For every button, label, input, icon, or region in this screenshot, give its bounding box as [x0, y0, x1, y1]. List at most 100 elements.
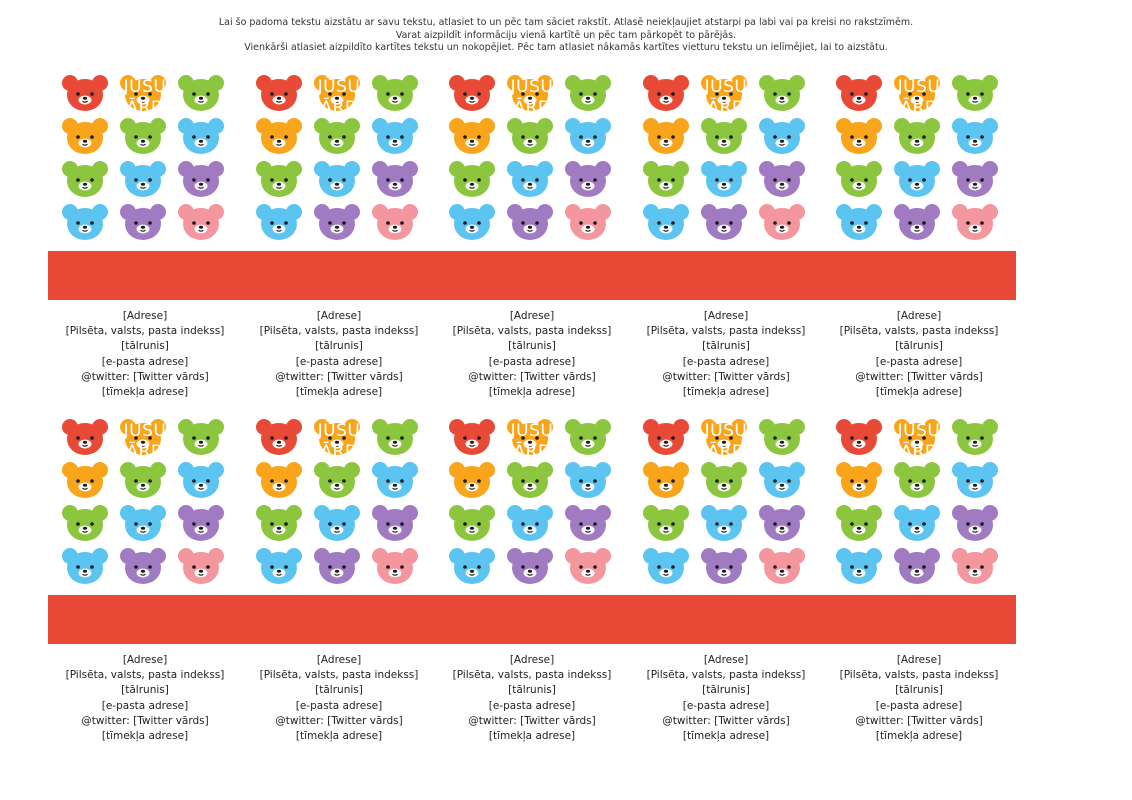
website-field: [tīmekļa adrese] [488, 386, 576, 399]
name-line-2: VĀRDS [114, 97, 176, 118]
twitter-field: [Twitter vārds] [327, 714, 403, 727]
name-title[interactable]: JŪSU VĀRDS [435, 417, 629, 466]
twitter-prefix: @twitter: [275, 370, 324, 383]
bear-face-icon [448, 417, 496, 457]
bear-face-icon [835, 73, 883, 113]
bear-face-icon [371, 417, 419, 457]
bear-face-icon [177, 73, 225, 113]
bear-face-icon [951, 202, 999, 242]
bear-face-icon [177, 116, 225, 156]
twitter-field: [Twitter vārds] [907, 370, 983, 383]
bear-face-icon [177, 159, 225, 199]
twitter-field: [Twitter vārds] [907, 714, 983, 727]
bear-face-icon [835, 202, 883, 242]
bear-face-icon [893, 503, 941, 543]
name-line-2: VĀRDS [501, 441, 563, 462]
name-title[interactable]: JŪSU VĀRDS [629, 73, 823, 122]
bear-face-icon [700, 116, 748, 156]
bear-face-icon [371, 202, 419, 242]
email-field: [e-pasta adrese] [488, 355, 576, 368]
website-field: [tīmekļa adrese] [295, 386, 383, 399]
bear-face-icon [448, 116, 496, 156]
address-field: [Adrese] [509, 654, 555, 666]
bear-face-icon [119, 202, 167, 242]
bear-face-icon [951, 460, 999, 500]
name-title[interactable]: JŪSU VĀRDS [242, 417, 436, 466]
bear-sticker-grid [835, 417, 1015, 587]
contact-info[interactable]: [Adrese] [Pilsēta, valsts, pasta indekss]… [822, 653, 1016, 744]
twitter-prefix: @twitter: [662, 714, 711, 727]
name-line-2: VĀRDS [501, 97, 563, 118]
website-field: [tīmekļa adrese] [295, 730, 383, 743]
bear-face-icon [255, 546, 303, 586]
instructions: Lai šo padoma tekstu aizstātu ar savu te… [0, 17, 1132, 55]
bear-face-icon [61, 116, 109, 156]
bear-face-icon [506, 202, 554, 242]
contact-info[interactable]: [Adrese] [Pilsēta, valsts, pasta indekss]… [48, 309, 242, 400]
name-line-2: VĀRDS [308, 441, 370, 462]
phone-field: [tālrunis] [508, 340, 556, 353]
contact-info[interactable]: [Adrese] [Pilsēta, valsts, pasta indekss]… [242, 653, 436, 744]
bear-sticker-grid [835, 73, 1015, 243]
bear-face-icon [506, 503, 554, 543]
name-line-1: JŪSU [317, 76, 361, 97]
name-line-1: JŪSU [510, 420, 554, 441]
contact-info[interactable]: [Adrese] [Pilsēta, valsts, pasta indekss]… [435, 309, 629, 400]
contact-info[interactable]: [Adrese] [Pilsēta, valsts, pasta indekss]… [629, 309, 823, 400]
name-line-1: JŪSU [123, 420, 167, 441]
contact-info[interactable]: [Adrese] [Pilsēta, valsts, pasta indekss]… [629, 653, 823, 744]
name-title[interactable]: JŪSU VĀRDS [435, 73, 629, 122]
bear-face-icon [700, 417, 748, 457]
address-field: [Adrese] [896, 310, 942, 322]
bear-face-icon [119, 417, 167, 457]
bear-face-icon [448, 460, 496, 500]
address-field: [Adrese] [509, 310, 555, 322]
bear-face-icon [642, 546, 690, 586]
bear-face-icon [893, 546, 941, 586]
contact-info[interactable]: [Adrese] [Pilsēta, valsts, pasta indekss]… [48, 653, 242, 744]
bear-face-icon [700, 159, 748, 199]
name-title[interactable]: JŪSU VĀRDS [629, 417, 823, 466]
bear-face-icon [642, 73, 690, 113]
twitter-line: @twitter: [Twitter vārds] [48, 714, 242, 729]
name-title[interactable]: JŪSU VĀRDS [242, 73, 436, 122]
twitter-line: @twitter: [Twitter vārds] [822, 370, 1016, 385]
bear-face-icon [371, 460, 419, 500]
bear-area [0, 417, 1132, 587]
bear-face-icon [951, 503, 999, 543]
name-title[interactable]: JŪSU VĀRDS [822, 417, 1016, 466]
city-field: [Pilsēta, valsts, pasta indekss] [65, 669, 225, 682]
name-title[interactable]: JŪSU VĀRDS [48, 417, 242, 466]
name-title[interactable]: JŪSU VĀRDS [822, 73, 1016, 122]
bear-face-icon [255, 159, 303, 199]
bear-face-icon [564, 202, 612, 242]
bear-face-icon [700, 202, 748, 242]
bear-face-icon [448, 159, 496, 199]
phone-field: [tālrunis] [895, 684, 943, 697]
twitter-field: [Twitter vārds] [133, 370, 209, 383]
contact-info[interactable]: [Adrese] [Pilsēta, valsts, pasta indekss]… [435, 653, 629, 744]
email-field: [e-pasta adrese] [488, 699, 576, 712]
contact-info[interactable]: [Adrese] [Pilsēta, valsts, pasta indekss]… [242, 309, 436, 400]
twitter-field: [Twitter vārds] [520, 714, 596, 727]
bear-face-icon [564, 116, 612, 156]
bear-sticker-grid [61, 417, 241, 587]
email-field: [e-pasta adrese] [295, 355, 383, 368]
bear-face-icon [951, 546, 999, 586]
bear-face-icon [893, 460, 941, 500]
city-field: [Pilsēta, valsts, pasta indekss] [259, 325, 419, 338]
bear-face-icon [642, 116, 690, 156]
city-field: [Pilsēta, valsts, pasta indekss] [839, 325, 999, 338]
name-line-2: VĀRDS [888, 97, 950, 118]
bear-face-icon [835, 116, 883, 156]
twitter-prefix: @twitter: [275, 714, 324, 727]
twitter-line: @twitter: [Twitter vārds] [242, 714, 436, 729]
bear-face-icon [835, 460, 883, 500]
name-title[interactable]: JŪSU VĀRDS [48, 73, 242, 122]
bear-face-icon [255, 460, 303, 500]
contact-info[interactable]: [Adrese] [Pilsēta, valsts, pasta indekss]… [822, 309, 1016, 400]
bear-face-icon [835, 546, 883, 586]
bear-face-icon [313, 503, 361, 543]
bear-face-icon [177, 417, 225, 457]
bear-face-icon [951, 417, 999, 457]
